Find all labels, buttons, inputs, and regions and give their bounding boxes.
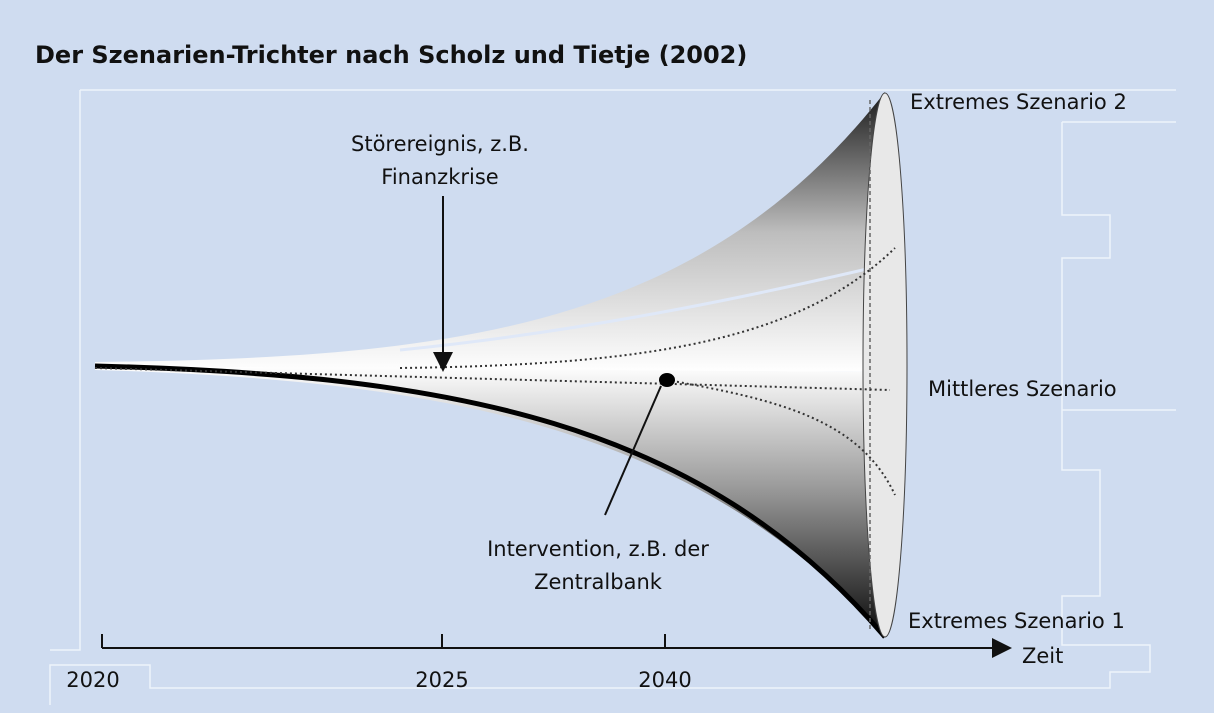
tick-label: 2020: [66, 668, 119, 692]
tick-label: 2025: [415, 668, 468, 692]
annotation: Störereignis, z.B.: [351, 132, 529, 156]
annotation: Finanzkrise: [381, 165, 498, 189]
title: Der Szenarien-Trichter nach Scholz und T…: [35, 41, 747, 69]
annotation: Intervention, z.B. der: [487, 537, 709, 561]
axis-label: Zeit: [1022, 644, 1063, 668]
scenario-label: Mittleres Szenario: [928, 377, 1117, 401]
scenario-label: Extremes Szenario 1: [908, 609, 1125, 633]
tick-label: 2040: [638, 668, 691, 692]
diagram: Der Szenarien-Trichter nach Scholz und T…: [0, 0, 1214, 713]
scenario-label: Extremes Szenario 2: [910, 90, 1127, 114]
annotation: Zentralbank: [534, 570, 663, 594]
intervention-dot: [659, 373, 675, 387]
